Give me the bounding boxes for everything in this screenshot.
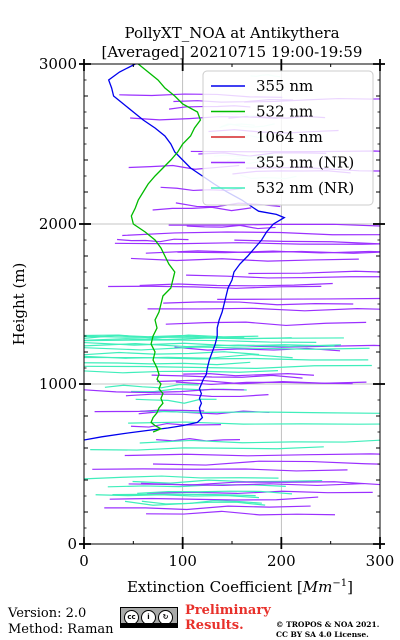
nr-noise-streak bbox=[183, 373, 314, 377]
x-tick-label: 200 bbox=[267, 552, 296, 570]
legend-box bbox=[202, 70, 374, 206]
chart-svg: 0 1000 2000 3000 0 100 200 300 PollyXT_NOA at An… bbox=[10, 24, 395, 596]
nr-noise-streak bbox=[107, 484, 286, 488]
copyright-notice: © TROPOS & NOA 2021. CC BY SA 4.0 Licens… bbox=[276, 620, 379, 640]
nr-noise-streak bbox=[248, 270, 380, 275]
legend-label-2: 1064 nm bbox=[256, 128, 323, 146]
nr-noise-streak bbox=[104, 505, 311, 511]
nr-noise-streak bbox=[84, 475, 279, 480]
nr-noise-streak bbox=[128, 482, 365, 487]
nr-noise-streak bbox=[234, 239, 380, 245]
nr-noise-streak bbox=[217, 297, 380, 300]
nr-noise-streak bbox=[151, 374, 303, 379]
nr-noise-streak bbox=[112, 493, 256, 497]
nr-noise-streak bbox=[108, 285, 322, 289]
y-tick-label: 2000 bbox=[39, 215, 77, 233]
series-line-1 bbox=[130, 64, 202, 433]
nr-noise-streak bbox=[84, 346, 370, 351]
copyright-line-2: CC BY SA 4.0 License. bbox=[276, 630, 369, 639]
nr-noise-streak bbox=[122, 231, 380, 237]
legend-label-0: 355 nm bbox=[256, 77, 313, 95]
nr-noise-streak bbox=[146, 490, 373, 495]
nr-noise-streak bbox=[92, 468, 348, 472]
x-tick-label: 300 bbox=[366, 552, 395, 570]
nr-noise-streak bbox=[125, 393, 269, 398]
nr-noise-streak bbox=[84, 353, 293, 359]
y-tick-label: 0 bbox=[67, 535, 77, 553]
nr-noise-streak bbox=[84, 351, 260, 356]
nr-noise-streak bbox=[95, 494, 260, 499]
nr-noise-streak bbox=[84, 361, 251, 366]
nr-noise-streak bbox=[165, 321, 367, 327]
nr-noise-streak bbox=[109, 496, 319, 501]
nr-noise-streak bbox=[236, 344, 380, 348]
nr-noise-streak bbox=[153, 460, 380, 466]
nr-noise-streak bbox=[132, 479, 323, 484]
cc-license-badge: cc i ↻ bbox=[120, 607, 178, 628]
nr-noise-streak bbox=[84, 370, 278, 374]
nr-noise-streak bbox=[84, 388, 245, 394]
nr-noise-streak bbox=[168, 223, 380, 227]
nr-noise-streak bbox=[135, 398, 217, 404]
nr-noise-streak bbox=[84, 343, 342, 348]
nr-noise-streak bbox=[124, 453, 380, 457]
nr-noise-streak bbox=[104, 383, 199, 389]
version-label: Version: 2.0 bbox=[8, 606, 87, 621]
x-tick-label: 100 bbox=[168, 552, 197, 570]
license-strip bbox=[121, 623, 177, 627]
nr-noise-streak bbox=[177, 250, 380, 254]
method-label: Method: Raman bbox=[8, 622, 114, 637]
near-range-noise-group bbox=[84, 74, 380, 516]
nr-noise-streak bbox=[146, 510, 336, 516]
legend-label-4: 532 nm (NR) bbox=[256, 179, 354, 197]
nr-noise-streak bbox=[139, 439, 380, 444]
nr-noise-streak bbox=[186, 224, 276, 230]
copyright-line-1: © TROPOS & NOA 2021. bbox=[276, 620, 380, 629]
preliminary-line-2: Results. bbox=[185, 618, 244, 633]
preliminary-results-notice: Preliminary Results. bbox=[185, 603, 271, 633]
x-tick-label: 0 bbox=[79, 552, 89, 570]
series-line-0 bbox=[84, 64, 286, 441]
preliminary-line-1: Preliminary bbox=[185, 603, 271, 618]
legend-label-1: 532 nm bbox=[256, 103, 313, 121]
nr-noise-streak bbox=[140, 410, 380, 414]
nr-noise-streak bbox=[90, 446, 324, 451]
y-axis-label: Height (m) bbox=[10, 263, 28, 346]
nr-noise-streak bbox=[84, 364, 372, 370]
nr-noise-streak bbox=[128, 421, 380, 425]
nr-noise-streak bbox=[117, 238, 189, 243]
nr-noise-streak bbox=[186, 274, 380, 279]
y-tick-label: 1000 bbox=[39, 375, 77, 393]
nr-noise-streak bbox=[130, 257, 359, 262]
x-axis-label: Extinction Coefficient [Mm−1] bbox=[127, 578, 353, 596]
nr-noise-streak bbox=[141, 500, 262, 505]
nr-noise-streak bbox=[137, 490, 293, 495]
nr-noise-streak bbox=[139, 282, 333, 287]
nr-noise-streak bbox=[84, 335, 344, 340]
nr-noise-streak bbox=[175, 381, 353, 386]
nr-noise-streak bbox=[156, 438, 241, 442]
y-tick-label: 3000 bbox=[39, 55, 77, 73]
nr-noise-streak bbox=[147, 307, 380, 312]
legend-label-3: 355 nm (NR) bbox=[256, 154, 354, 172]
nr-noise-streak bbox=[152, 206, 252, 212]
chart-title-line-2: [Averaged] 20210715 19:00-19:59 bbox=[102, 43, 363, 61]
nr-noise-streak bbox=[84, 339, 317, 343]
nr-noise-streak bbox=[163, 301, 354, 306]
chart-title-line-1: PollyXT_NOA at Antikythera bbox=[124, 24, 339, 42]
nr-noise-streak bbox=[145, 250, 380, 254]
nr-noise-streak bbox=[94, 409, 205, 413]
nr-noise-streak bbox=[130, 422, 221, 428]
share-alike-icon: ↻ bbox=[158, 610, 173, 625]
